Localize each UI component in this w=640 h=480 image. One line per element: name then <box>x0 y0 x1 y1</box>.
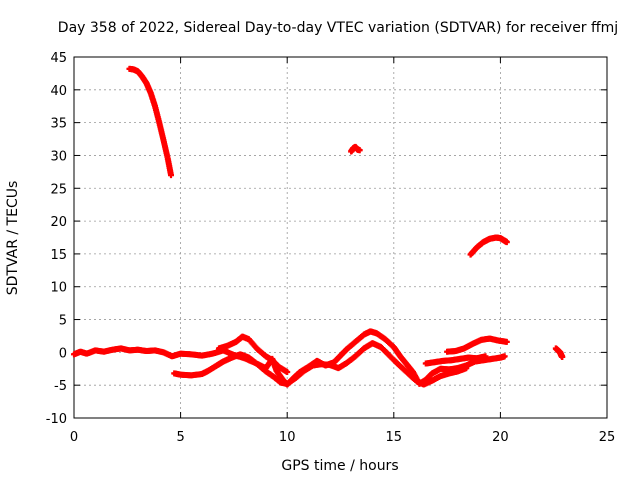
data-point <box>168 172 175 179</box>
y-tick-label: -5 <box>54 379 67 394</box>
y-axis-ticks: -10 -5 0 5 10 15 20 25 30 35 40 45 <box>46 51 607 427</box>
y-tick-label: 30 <box>50 149 67 164</box>
series-cluster-31 <box>348 143 363 155</box>
y-tick-label: -10 <box>46 412 67 427</box>
chart-title: Day 358 of 2022, Sidereal Day-to-day VTE… <box>58 20 618 36</box>
y-tick-label: 15 <box>50 248 67 263</box>
data-point <box>482 353 489 360</box>
data-point <box>559 353 566 360</box>
y-tick-label: 40 <box>50 84 67 99</box>
series-arc-mid-2 <box>422 353 489 367</box>
y-tick-label: 25 <box>50 182 67 197</box>
data-point <box>356 147 363 154</box>
x-tick-label: 10 <box>279 430 296 445</box>
y-tick-label: 0 <box>59 346 67 361</box>
x-tick-label: 20 <box>492 430 509 445</box>
y-axis-label: SDTVAR / TECUs <box>5 181 21 296</box>
data-point <box>463 365 470 372</box>
data-point <box>503 239 510 246</box>
x-tick-label: 5 <box>176 430 184 445</box>
y-tick-label: 10 <box>50 281 67 296</box>
x-tick-label: 0 <box>70 430 78 445</box>
y-tick-label: 20 <box>50 215 67 230</box>
x-axis-label: GPS time / hours <box>281 458 398 474</box>
series-tail-23 <box>552 345 566 360</box>
data-marks <box>71 65 566 388</box>
series-arc-17 <box>467 234 510 258</box>
data-point <box>503 338 510 345</box>
series-lower-band <box>171 340 470 388</box>
data-point <box>284 369 291 376</box>
series-arc-2 <box>444 335 510 355</box>
y-tick-label: 5 <box>59 314 67 329</box>
series-upper-band <box>215 333 291 376</box>
x-tick-label: 25 <box>599 430 616 445</box>
x-tick-label: 15 <box>386 430 403 445</box>
y-tick-label: 45 <box>50 51 67 66</box>
data-point <box>501 353 508 360</box>
plot-frame <box>73 56 608 419</box>
x-axis-ticks: 0 5 10 15 20 25 <box>70 57 615 445</box>
y-tick-label: 35 <box>50 117 67 132</box>
series-arc-high-descending <box>126 65 175 179</box>
